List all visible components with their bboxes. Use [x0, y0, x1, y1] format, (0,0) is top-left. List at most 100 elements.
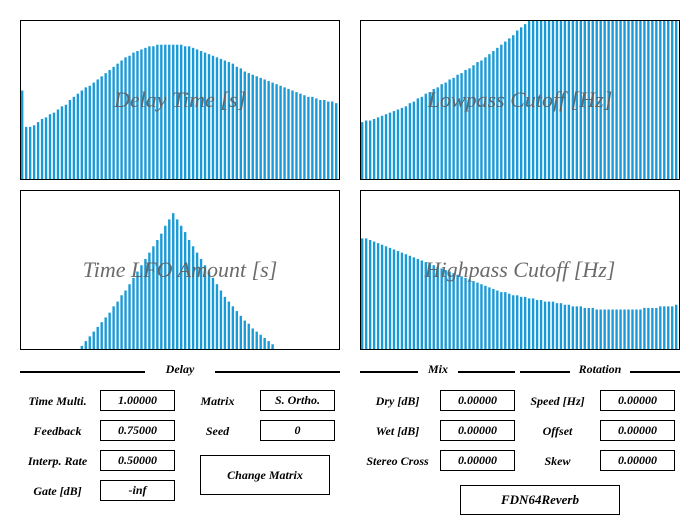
highpass-cutoff-bar [396, 251, 400, 349]
gate-input[interactable]: -inf [100, 480, 175, 501]
time-lfo-amount-bar [211, 277, 215, 349]
delay-time-bar [60, 106, 64, 179]
lowpass-cutoff-bar [460, 73, 463, 179]
delay-time-bar [223, 60, 227, 179]
time-lfo-amount-bar [271, 344, 274, 349]
lowpass-cutoff-bar [448, 79, 451, 179]
delay-time-bar [239, 68, 243, 179]
change-matrix-button[interactable]: Change Matrix [200, 455, 330, 495]
lowpass-cutoff-bar [619, 21, 622, 179]
delay-time-bar [84, 87, 87, 179]
time-lfo-amount-bar [195, 252, 199, 349]
rotation-section-header: Rotation [520, 362, 680, 378]
lowpass-cutoff-bar [504, 41, 507, 179]
delay-time-bar [331, 101, 334, 179]
lowpass-cutoff-bar [675, 21, 678, 179]
delay-time-bars [21, 44, 338, 179]
delay-time-panel[interactable]: Delay Time [s] [20, 20, 340, 180]
highpass-cutoff-bar [412, 257, 416, 349]
delay-time-bar [287, 88, 290, 179]
skew-input[interactable]: 0.00000 [600, 450, 675, 471]
mix-header-line-right [458, 371, 515, 373]
delay-time-bar [275, 84, 278, 179]
lowpass-cutoff-bar [587, 21, 590, 179]
delay-time-bar [259, 77, 262, 179]
interp-rate-input[interactable]: 0.50000 [100, 450, 175, 471]
lowpass-cutoff-bar [627, 21, 630, 179]
time-lfo-amount-bar [136, 271, 139, 349]
time-lfo-amount-bar [247, 323, 250, 349]
lowpass-cutoff-bar [543, 21, 547, 179]
highpass-cutoff-bar [504, 292, 507, 349]
time-lfo-amount-bar [203, 265, 207, 349]
highpass-cutoff-bar [619, 309, 622, 349]
time-lfo-amount-bar [263, 337, 266, 349]
delay-time-bar [68, 100, 72, 179]
highpass-cutoff-bar [512, 295, 515, 349]
lowpass-cutoff-bar [567, 21, 571, 179]
time-lfo-amount-bar [227, 301, 231, 349]
highpass-cutoff-bar [607, 309, 610, 349]
wet-label: Wet [dB] [375, 424, 420, 438]
time-lfo-amount-bar [92, 331, 95, 349]
lowpass-cutoff-bar [416, 98, 420, 179]
highpass-cutoff-bar [563, 304, 567, 349]
time-lfo-amount-bar [243, 320, 246, 349]
delay-time-bar [116, 63, 119, 179]
delay-time-bar [44, 117, 48, 179]
delay-time-bar [80, 90, 84, 179]
time-lfo-amount-bar [128, 284, 131, 349]
time-lfo-amount-bar [180, 225, 183, 349]
interp-rate-label: Interp. Rate [27, 454, 88, 468]
speed-input[interactable]: 0.00000 [600, 390, 675, 411]
matrix-select[interactable]: S. Ortho. [260, 390, 335, 411]
time-multi-input[interactable]: 1.00000 [100, 390, 175, 411]
seed-input[interactable]: 0 [260, 420, 335, 441]
highpass-cutoff-bar [547, 301, 551, 349]
lowpass-cutoff-panel[interactable]: Lowpass Cutoff [Hz] [360, 20, 680, 180]
delay-time-bar [191, 47, 195, 179]
rotation-header-line-right [630, 371, 680, 373]
lowpass-cutoff-bar [420, 96, 424, 179]
time-lfo-amount-bar [144, 258, 147, 349]
lowpass-cutoff-bar [599, 21, 602, 179]
lowpass-cutoff-bar [659, 21, 662, 179]
offset-label: Offset [542, 424, 573, 438]
lowpass-cutoff-bar [476, 62, 479, 179]
delay-time-bar [128, 55, 131, 179]
highpass-cutoff-bar [508, 293, 511, 349]
delay-time-bar [227, 62, 231, 179]
feedback-input[interactable]: 0.75000 [100, 420, 175, 441]
delay-time-bar [187, 46, 191, 179]
lowpass-cutoff-bar [635, 21, 638, 179]
time-lfo-amount-bar [251, 328, 254, 349]
delay-time-bar [164, 44, 167, 179]
offset-input[interactable]: 0.00000 [600, 420, 675, 441]
lowpass-cutoff-bar [647, 21, 650, 179]
stereo-cross-input[interactable]: 0.00000 [440, 450, 515, 471]
highpass-cutoff-bar [639, 309, 642, 349]
wet-input[interactable]: 0.00000 [440, 420, 515, 441]
highpass-cutoff-panel[interactable]: Highpass Cutoff [Hz] [360, 190, 680, 350]
time-lfo-amount-bar [100, 322, 103, 349]
delay-time-bar [88, 85, 91, 179]
delay-time-bar [195, 49, 199, 179]
delay-time-bar [124, 57, 127, 179]
time-lfo-amount-panel[interactable]: Time LFO Amount [s] [20, 190, 340, 350]
rotation-header-line-left [520, 371, 570, 373]
lowpass-cutoff-bar [492, 51, 495, 179]
dry-input[interactable]: 0.00000 [440, 390, 515, 411]
highpass-cutoff-bar [531, 298, 535, 349]
highpass-cutoff-bar [651, 307, 654, 349]
delay-time-bar [203, 52, 207, 179]
delay-time-bar [32, 125, 36, 179]
time-lfo-amount-bar [156, 239, 159, 349]
lowpass-cutoff-bar [400, 107, 404, 179]
delay-time-bar [56, 109, 60, 179]
rotation-section-title: Rotation [578, 362, 622, 376]
highpass-cutoff-bar [631, 309, 634, 349]
skew-label: Skew [544, 454, 571, 468]
delay-time-bar [215, 57, 219, 179]
highpass-cutoff-bar [472, 281, 475, 349]
highpass-cutoff-bar [420, 260, 424, 349]
